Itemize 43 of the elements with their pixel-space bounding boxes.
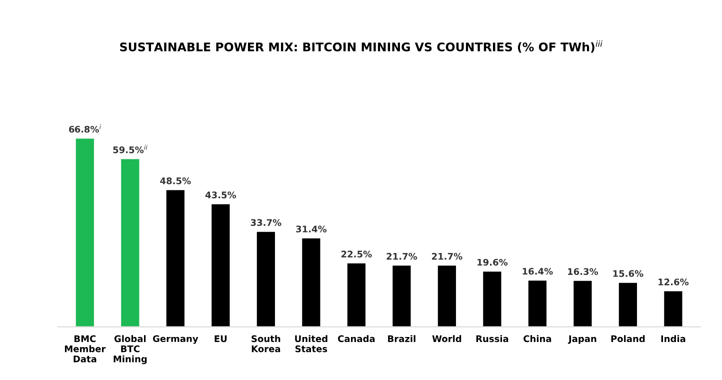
bar [166,190,184,327]
data-label: 48.5% [160,177,191,184]
x-tick-label: EU [214,335,227,342]
chart-title: SUSTAINABLE POWER MIX: BITCOIN MINING VS COUNTRIES (% OF TWh)$^{iii}$ [120,40,602,53]
bar [392,266,411,327]
x-tick-label: United States [295,335,328,352]
data-label: 21.7% [386,252,418,260]
bar [618,282,637,327]
bar [664,291,682,327]
bar [76,138,94,327]
x-tick-label: Brazil [388,335,416,342]
data-label: 43.5% [205,192,236,198]
data-label: 19.6% [478,258,508,266]
x-tick-label: Japan [568,335,596,344]
bar [528,280,546,327]
x-tick-label: Poland [611,335,645,342]
bar [438,266,456,327]
x-tick-label: China [524,335,552,342]
x-tick-label: World [432,335,462,342]
data-label: 16.4% [522,268,553,275]
bar [256,232,275,327]
x-tick-label: Germany [152,335,198,344]
data-label: 66.8%$^{i}$ [69,124,102,133]
data-label: 21.7% [432,252,462,260]
x-tick-label: India [661,335,686,342]
data-label: 12.6% [658,278,689,286]
x-tick-label: BMC Member Data [64,335,106,362]
bar [302,238,320,327]
bar [483,272,502,327]
bar [212,204,230,327]
data-label: 22.5% [341,250,372,258]
data-label: 16.3% [568,268,598,275]
data-label: 59.5%$^{ii}$ [113,144,148,154]
data-label: 15.6% [613,270,644,277]
x-tick-label: Global BTC Mining [114,335,147,364]
x-tick-label: Russia [476,335,508,342]
bar [121,159,140,327]
bar [574,280,592,327]
x-tick-label: Canada [338,335,375,342]
data-label: 33.7% [250,219,282,226]
x-tick-label: South Korea [252,335,280,352]
bar [347,263,366,327]
data-label: 31.4% [296,226,327,232]
